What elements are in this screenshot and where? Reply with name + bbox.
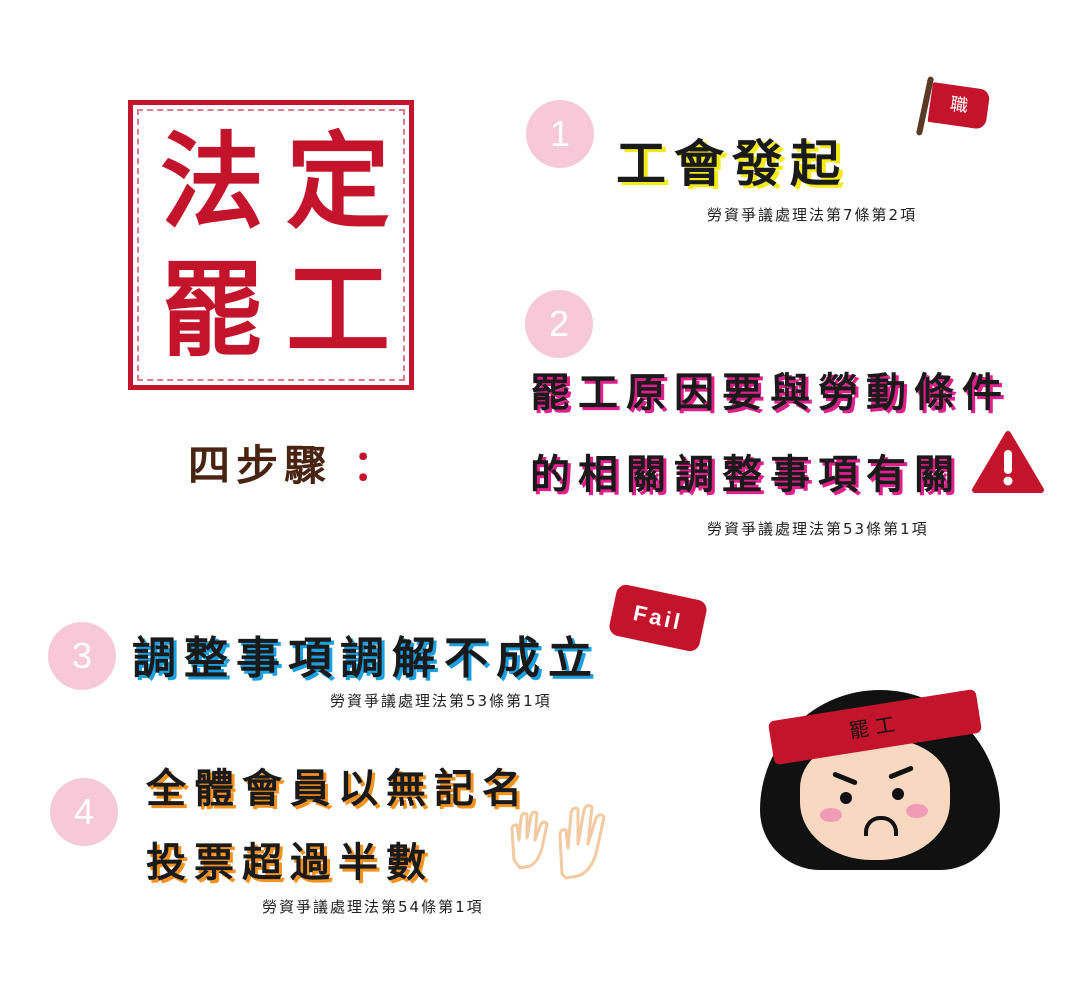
step-3-heading: 調整事項調解不成立 [132, 633, 600, 684]
step-2-heading-line-1: 罷工原因要與勞動條件 [530, 370, 1010, 416]
right-eye [892, 788, 904, 800]
left-eye [840, 792, 852, 804]
stamp-frame: 法 定 罷 工 [128, 100, 414, 390]
step-number-2: 2 [525, 290, 593, 358]
step-4-heading-line-1: 全體會員以無記名 [146, 766, 530, 812]
step-3-law: 勞資爭議處理法第53條第1項 [330, 692, 552, 710]
frown-mouth [864, 816, 898, 836]
step-1-law: 勞資爭議處理法第7條第2項 [707, 206, 918, 224]
step-number-3: 3 [48, 622, 116, 690]
stamp-char: 法 [159, 121, 264, 243]
stamp-char: 工 [285, 249, 390, 371]
step-1-heading: 工會發起 [616, 135, 848, 193]
step-2-heading-line-2: 的相關調整事項有關 [530, 452, 962, 498]
fail-badge: Fail [607, 583, 709, 653]
step-4-heading-line-2: 投票超過半數 [146, 840, 434, 886]
warning-icon [972, 431, 1044, 493]
raised-hands-icon [510, 804, 606, 880]
step-2-law: 勞資爭議處理法第53條第1項 [707, 520, 929, 538]
steps-title-colon: ： [352, 441, 401, 490]
step-number-1: 1 [526, 100, 594, 168]
steps-title-text: 四步驟 [188, 441, 333, 490]
flag-icon: 職 [927, 82, 991, 130]
character-face [800, 740, 950, 860]
left-blush [820, 808, 842, 822]
step-number-4: 4 [50, 778, 118, 846]
right-blush [906, 804, 928, 818]
step-4-law: 勞資爭議處理法第54條第1項 [262, 898, 484, 916]
steps-title: 四步驟 ： [188, 432, 401, 493]
stamp-char: 罷 [159, 249, 264, 371]
stamp-char: 定 [285, 121, 390, 243]
